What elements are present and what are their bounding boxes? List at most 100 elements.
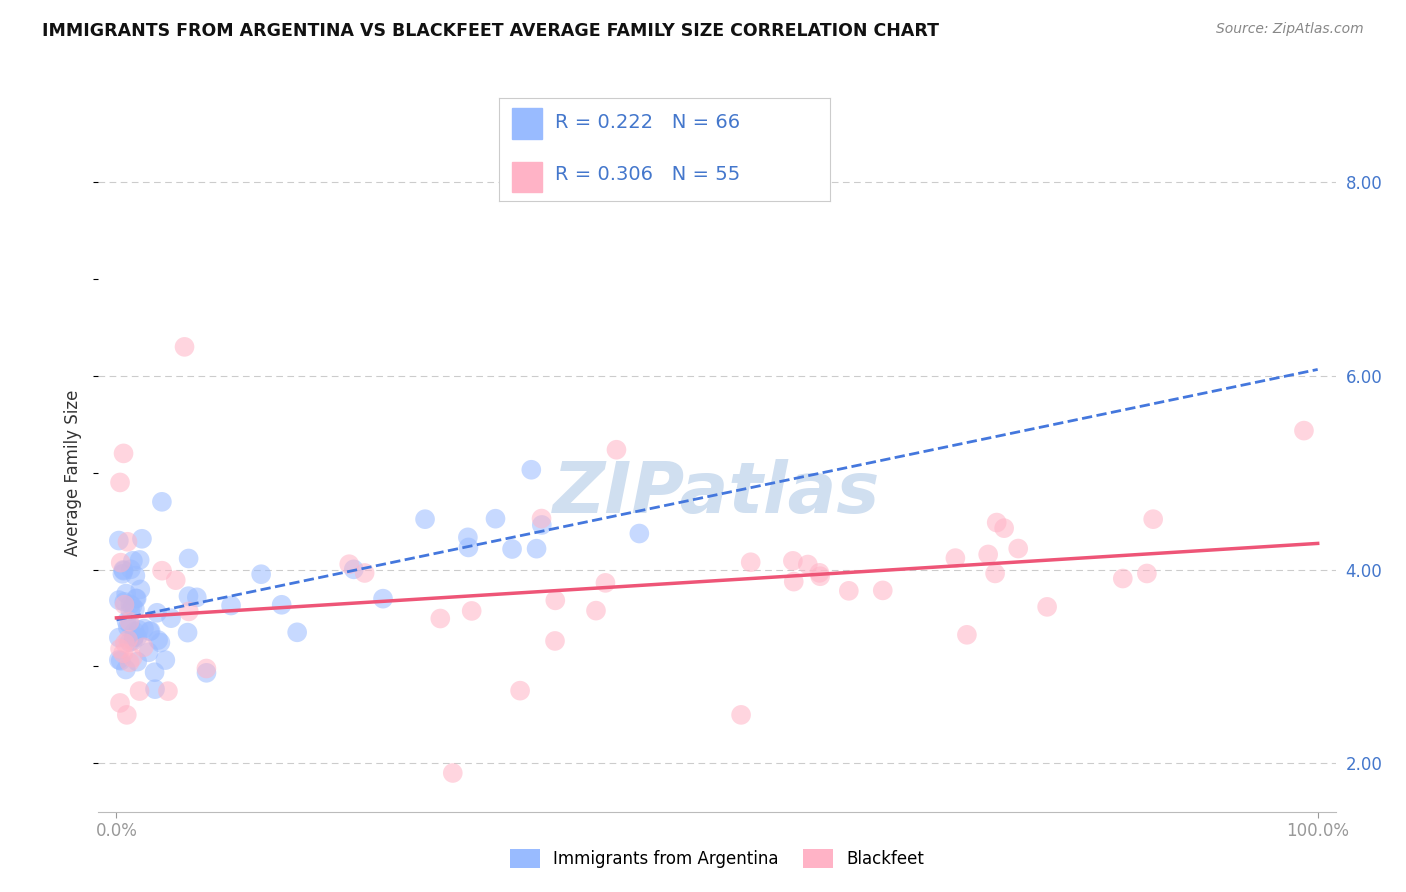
Point [501,541,523,556]
Point [120,598,142,612]
Point [127,655,149,669]
Point [977,548,1000,562]
Point [125,591,148,606]
Point [117,620,139,634]
Point [177,604,200,618]
Point [120,604,142,618]
Point [160,611,183,625]
Point [808,566,831,580]
Point [526,541,548,556]
Point [120,618,142,632]
Point [112,595,135,609]
Legend: Immigrants from Argentina, Blackfeet: Immigrants from Argentina, Blackfeet [503,842,931,874]
Point [146,606,169,620]
Point [1036,599,1059,614]
Point [114,663,136,677]
Point [838,583,860,598]
Point [186,591,208,605]
Point [143,682,166,697]
Text: IMMIGRANTS FROM ARGENTINA VS BLACKFEET AVERAGE FAMILY SIZE CORRELATION CHART: IMMIGRANTS FROM ARGENTINA VS BLACKFEET A… [42,22,939,40]
Point [112,646,135,660]
Point [115,615,138,629]
Point [808,569,831,583]
Point [219,599,242,613]
Point [457,530,479,544]
Point [1007,541,1029,556]
Point [730,707,752,722]
Point [120,562,142,576]
Point [122,554,145,568]
Point [110,556,132,570]
Point [509,683,531,698]
Point [285,625,308,640]
Point [132,640,155,655]
Point [127,630,149,644]
Point [872,583,894,598]
Point [108,631,131,645]
FancyBboxPatch shape [512,109,543,139]
Point [343,562,366,576]
Point [195,661,218,675]
Point [122,633,145,648]
Point [984,566,1007,581]
Point [595,575,617,590]
Point [108,533,131,548]
Point [782,554,804,568]
Point [112,564,135,578]
Point [125,591,148,606]
Point [150,564,173,578]
Point [520,463,543,477]
Point [121,650,143,665]
Point [605,442,627,457]
Point [544,634,567,648]
Text: Source: ZipAtlas.com: Source: ZipAtlas.com [1216,22,1364,37]
Text: R = 0.222   N = 66: R = 0.222 N = 66 [555,113,741,132]
Point [177,589,200,603]
Text: ZIPatlas: ZIPatlas [554,458,880,527]
Point [1136,566,1159,581]
Point [124,602,146,616]
Point [111,566,134,581]
Point [108,475,131,490]
Point [132,622,155,636]
Point [128,684,150,698]
Point [112,563,135,577]
Point [1112,572,1135,586]
Point [993,521,1015,535]
Point [337,558,360,572]
Point [108,653,131,667]
Point [124,568,146,582]
Point [1142,512,1164,526]
Point [149,635,172,649]
Point [110,654,132,668]
Point [108,593,131,607]
Point [165,573,187,587]
Point [108,641,131,656]
Text: R = 0.306   N = 55: R = 0.306 N = 55 [555,164,741,184]
Point [150,495,173,509]
Point [530,511,553,525]
Point [956,628,979,642]
Point [118,656,141,670]
Point [138,624,160,639]
Point [460,604,482,618]
Point [131,532,153,546]
Point [115,707,138,722]
Point [124,624,146,639]
Point [195,665,218,680]
Point [138,645,160,659]
Point [441,766,464,780]
Point [118,615,141,629]
Point [146,633,169,648]
Point [156,684,179,698]
Y-axis label: Average Family Size: Average Family Size [65,390,83,556]
Point [783,574,806,589]
Point [413,512,436,526]
Point [115,586,138,600]
Point [122,631,145,645]
Point [117,534,139,549]
Point [108,696,131,710]
Point [628,526,651,541]
Point [129,582,152,597]
Point [139,624,162,638]
